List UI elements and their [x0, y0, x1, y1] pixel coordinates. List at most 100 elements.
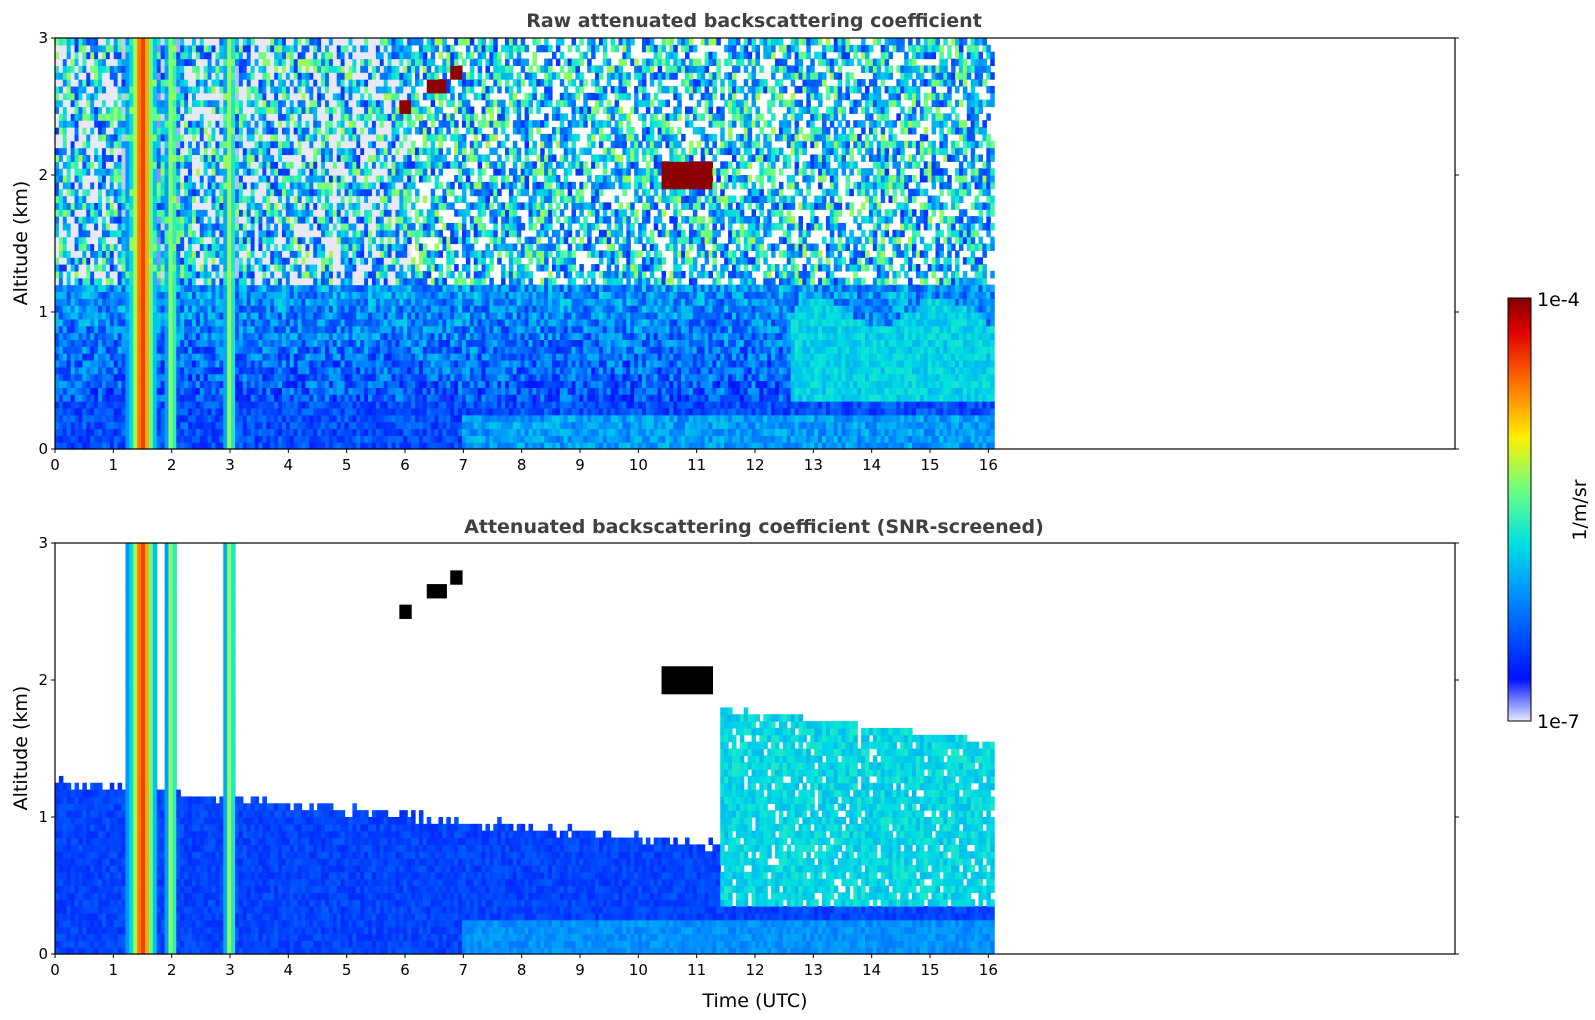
heatmap-cell [94, 209, 99, 216]
heatmap-cell [212, 408, 217, 415]
heatmap-cell [161, 148, 166, 155]
heatmap-cell [372, 298, 377, 305]
heatmap-cell [270, 202, 275, 209]
heatmap-cell [317, 435, 322, 442]
heatmap-cell [208, 237, 213, 244]
heatmap-cell [313, 161, 318, 168]
heatmap-cell [168, 209, 173, 216]
heatmap-cell [129, 291, 134, 298]
heatmap-cell [247, 175, 252, 182]
heatmap-cell [145, 408, 150, 415]
heatmap-cell [106, 346, 111, 353]
heatmap-cell [305, 374, 310, 381]
heatmap-cell [200, 285, 205, 292]
heatmap-cell [227, 387, 232, 394]
heatmap-cell [345, 394, 350, 401]
heatmap-cell [114, 333, 119, 340]
heatmap-cell [94, 257, 99, 264]
heatmap-cell [75, 360, 80, 367]
heatmap-cell [106, 120, 111, 127]
heatmap-cell [137, 196, 142, 203]
heatmap-cell [231, 374, 236, 381]
heatmap-cell [360, 278, 365, 285]
heatmap-cell [196, 244, 201, 251]
heatmap-cell [356, 202, 361, 209]
heatmap-cell [137, 59, 142, 66]
heatmap-cell [129, 113, 134, 120]
heatmap-cell [118, 339, 123, 346]
heatmap-cell [157, 312, 162, 319]
heatmap-cell [305, 394, 310, 401]
heatmap-cell [309, 435, 314, 442]
heatmap-cell [145, 45, 150, 52]
heatmap-cell [251, 141, 256, 148]
heatmap-cell [341, 339, 346, 346]
heatmap-cell [114, 394, 119, 401]
heatmap-cell [294, 154, 299, 161]
heatmap-cell [345, 428, 350, 435]
heatmap-cell [145, 333, 150, 340]
heatmap-cell [106, 291, 111, 298]
heatmap-cell [157, 65, 162, 72]
heatmap-cell [71, 394, 76, 401]
heatmap-cell [157, 291, 162, 298]
heatmap-cell [356, 374, 361, 381]
heatmap-cell [333, 113, 338, 120]
heatmap-cell [341, 244, 346, 251]
heatmap-cell [372, 93, 377, 100]
heatmap-cell [137, 141, 142, 148]
heatmap-cell [317, 374, 322, 381]
heatmap-cell [247, 271, 252, 278]
heatmap-cell [345, 401, 350, 408]
heatmap-cell [129, 305, 134, 312]
heatmap-cell [161, 223, 166, 230]
heatmap-cell [368, 79, 373, 86]
heatmap-cell [352, 428, 357, 435]
heatmap-cell [247, 333, 252, 340]
heatmap-cell [176, 45, 181, 52]
heatmap-cell [380, 346, 385, 353]
heatmap-cell [153, 196, 158, 203]
heatmap-cell [247, 353, 252, 360]
heatmap-cell [184, 394, 189, 401]
heatmap-cell [149, 93, 154, 100]
heatmap-cell [313, 72, 318, 79]
heatmap-cell [176, 271, 181, 278]
heatmap-cell [63, 244, 68, 251]
heatmap-cell [215, 38, 220, 45]
heatmap-cell [348, 415, 353, 422]
heatmap-cell [86, 209, 91, 216]
heatmap-cell [356, 285, 361, 292]
heatmap-cell [294, 161, 299, 168]
heatmap-cell [102, 394, 107, 401]
heatmap-cell [376, 401, 381, 408]
heatmap-cell [153, 237, 158, 244]
heatmap-cell [333, 72, 338, 79]
heatmap-cell [321, 52, 326, 59]
heatmap-cell [235, 298, 240, 305]
heatmap-cell [356, 134, 361, 141]
heatmap-cell [313, 189, 318, 196]
heatmap-cell [243, 387, 248, 394]
heatmap-cell [184, 326, 189, 333]
heatmap-cell [219, 422, 224, 429]
heatmap-cell [204, 189, 209, 196]
heatmap-cell [266, 196, 271, 203]
heatmap-cell [278, 79, 283, 86]
heatmap-cell [161, 346, 166, 353]
heatmap-cell [348, 271, 353, 278]
heatmap-cell [313, 401, 318, 408]
heatmap-cell [368, 278, 373, 285]
heatmap-cell [333, 422, 338, 429]
heatmap-cell [372, 271, 377, 278]
heatmap-cell [274, 291, 279, 298]
heatmap-cell [341, 394, 346, 401]
heatmap-cell [325, 65, 330, 72]
heatmap-cell [184, 312, 189, 319]
heatmap-cell [223, 168, 228, 175]
heatmap-cell [67, 148, 72, 155]
heatmap-cell [157, 196, 162, 203]
heatmap-cell [298, 196, 303, 203]
heatmap-cell [227, 401, 232, 408]
heatmap-cell [282, 401, 287, 408]
